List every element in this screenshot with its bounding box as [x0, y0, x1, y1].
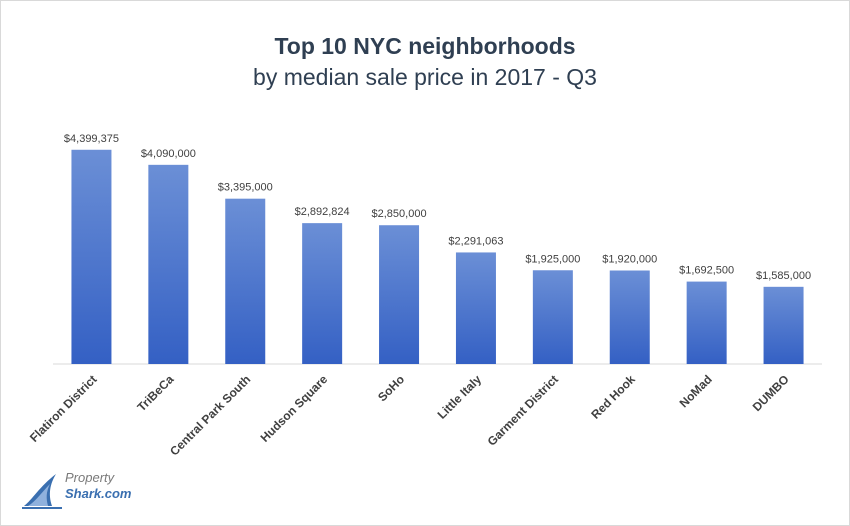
bar-1 [148, 164, 189, 364]
bar-9 [763, 286, 804, 364]
data-label-0: $4,399,375 [64, 133, 119, 145]
shark-fin-icon [22, 474, 62, 509]
logo-text-property: Property [65, 470, 115, 485]
propertyshark-logo: Property Shark.com [22, 470, 152, 514]
x-tick-label-9: DUMBO [750, 372, 792, 414]
data-label-8: $1,692,500 [679, 265, 734, 277]
data-label-1: $4,090,000 [141, 148, 196, 160]
data-label-9: $1,585,000 [756, 270, 811, 282]
data-label-3: $2,892,824 [295, 206, 350, 218]
bar-7 [609, 270, 650, 364]
bar-5 [455, 252, 496, 364]
data-label-2: $3,395,000 [218, 182, 273, 194]
bar-0 [71, 149, 112, 364]
x-tick-label-3: Hudson Square [258, 372, 331, 445]
x-tick-label-0: Flatiron District [27, 372, 100, 445]
chart-title: Top 10 NYC neighborhoods [274, 33, 576, 59]
bar-4 [379, 225, 420, 364]
x-tick-label-5: Little Italy [435, 372, 485, 422]
x-tick-label-2: Central Park South [167, 372, 253, 458]
bar-2 [225, 198, 266, 364]
data-label-7: $1,920,000 [602, 254, 657, 266]
x-tick-label-6: Garment District [485, 372, 561, 448]
bar-6 [532, 270, 573, 364]
x-tick-label-4: SoHo [375, 372, 407, 404]
chart-subtitle: by median sale price in 2017 - Q3 [253, 64, 597, 90]
x-tick-label-1: TriBeCa [134, 372, 176, 414]
logo-text-shark: Shark.com [65, 486, 132, 501]
x-tick-label-8: NoMad [677, 372, 715, 410]
x-tick-label-7: Red Hook [588, 372, 638, 422]
bar-3 [302, 223, 343, 364]
data-label-4: $2,850,000 [372, 208, 427, 220]
data-label-5: $2,291,063 [448, 235, 503, 247]
data-label-6: $1,925,000 [525, 253, 580, 265]
bar-8 [686, 281, 727, 364]
